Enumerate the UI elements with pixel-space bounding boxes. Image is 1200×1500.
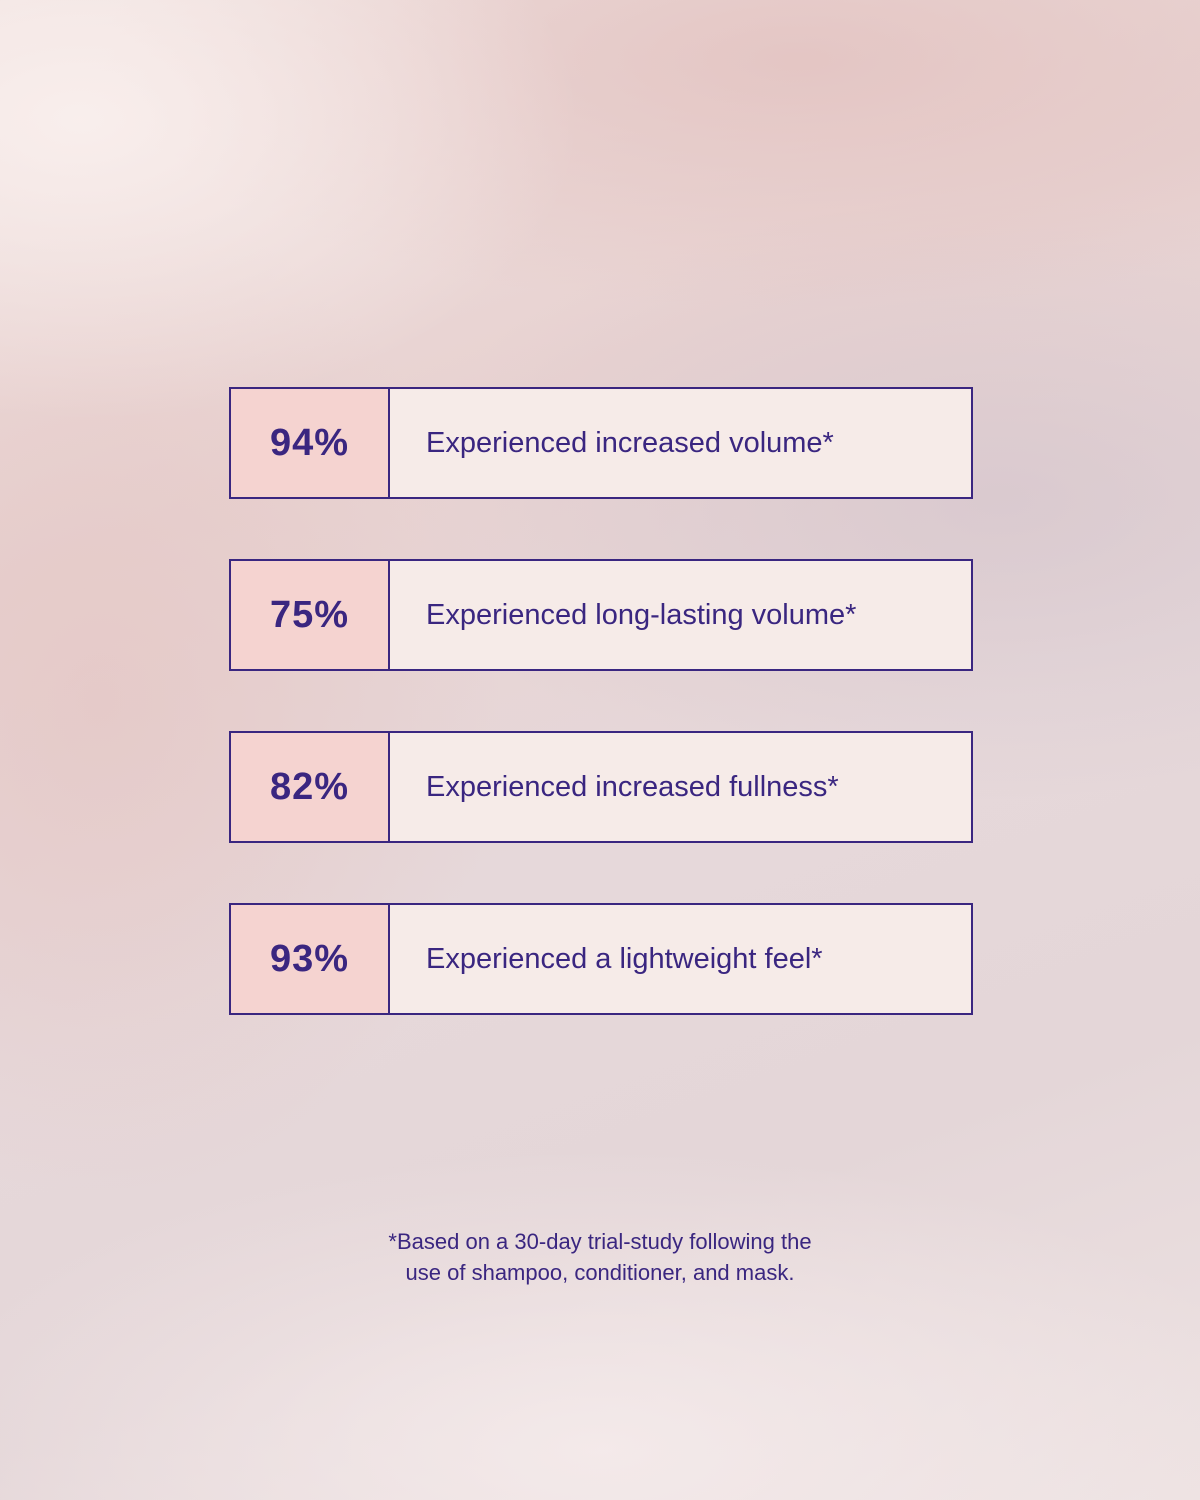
stat-row: 75% Experienced long-lasting volume* (229, 559, 973, 671)
stat-label: Experienced long-lasting volume* (426, 598, 857, 631)
stat-value: 75% (231, 561, 390, 669)
stat-row: 82% Experienced increased fullness* (229, 731, 973, 843)
footnote-line-1: *Based on a 30-day trial-study following… (388, 1229, 812, 1254)
stat-row: 93% Experienced a lightweight feel* (229, 903, 973, 1015)
stat-label: Experienced increased fullness* (426, 770, 839, 803)
stat-value: 93% (231, 905, 390, 1013)
footnote: *Based on a 30-day trial-study following… (0, 1226, 1200, 1288)
stat-label: Experienced increased volume* (426, 426, 834, 459)
stat-value: 94% (231, 389, 390, 497)
stat-label: Experienced a lightweight feel* (426, 942, 823, 975)
stat-row: 94% Experienced increased volume* (229, 387, 973, 499)
stat-value: 82% (231, 733, 390, 841)
footnote-line-2: use of shampoo, conditioner, and mask. (405, 1260, 795, 1285)
